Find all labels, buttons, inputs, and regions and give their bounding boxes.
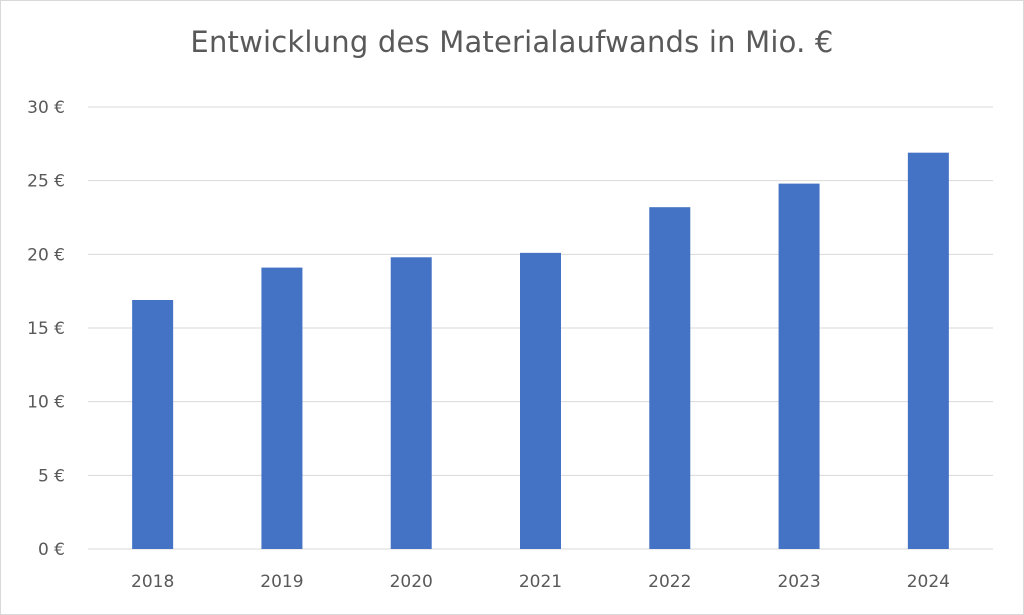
bar-2023 [778, 183, 820, 549]
x-tick-label: 2018 [131, 572, 174, 592]
x-tick-label: 2022 [648, 572, 691, 592]
x-tick-label: 2020 [390, 572, 433, 592]
bar-2022 [649, 207, 691, 550]
y-tick-label: 10 € [27, 393, 65, 413]
y-tick-label: 0 € [38, 540, 65, 560]
y-tick-label: 15 € [27, 319, 65, 339]
bar-2020 [390, 257, 432, 549]
chart-title: Entwicklung des Materialaufwands in Mio.… [190, 25, 834, 59]
x-axis-ticks: 2018 2019 2020 2021 2022 2023 2024 [131, 572, 950, 592]
x-tick-label: 2019 [260, 572, 303, 592]
bar-2018 [132, 300, 174, 549]
x-tick-label: 2024 [907, 572, 950, 592]
y-tick-label: 25 € [27, 172, 65, 192]
bars [132, 152, 949, 550]
bar-2021 [520, 252, 561, 550]
x-tick-label: 2021 [519, 572, 562, 592]
bar-2019 [261, 267, 303, 549]
y-tick-label: 30 € [27, 98, 65, 118]
bar-2024 [907, 152, 949, 549]
y-tick-label: 20 € [27, 245, 65, 265]
y-axis-ticks: 0 € 5 € 10 € 15 € 20 € 25 € 30 € [27, 98, 65, 560]
y-tick-label: 5 € [38, 466, 65, 486]
x-tick-label: 2023 [777, 572, 820, 592]
